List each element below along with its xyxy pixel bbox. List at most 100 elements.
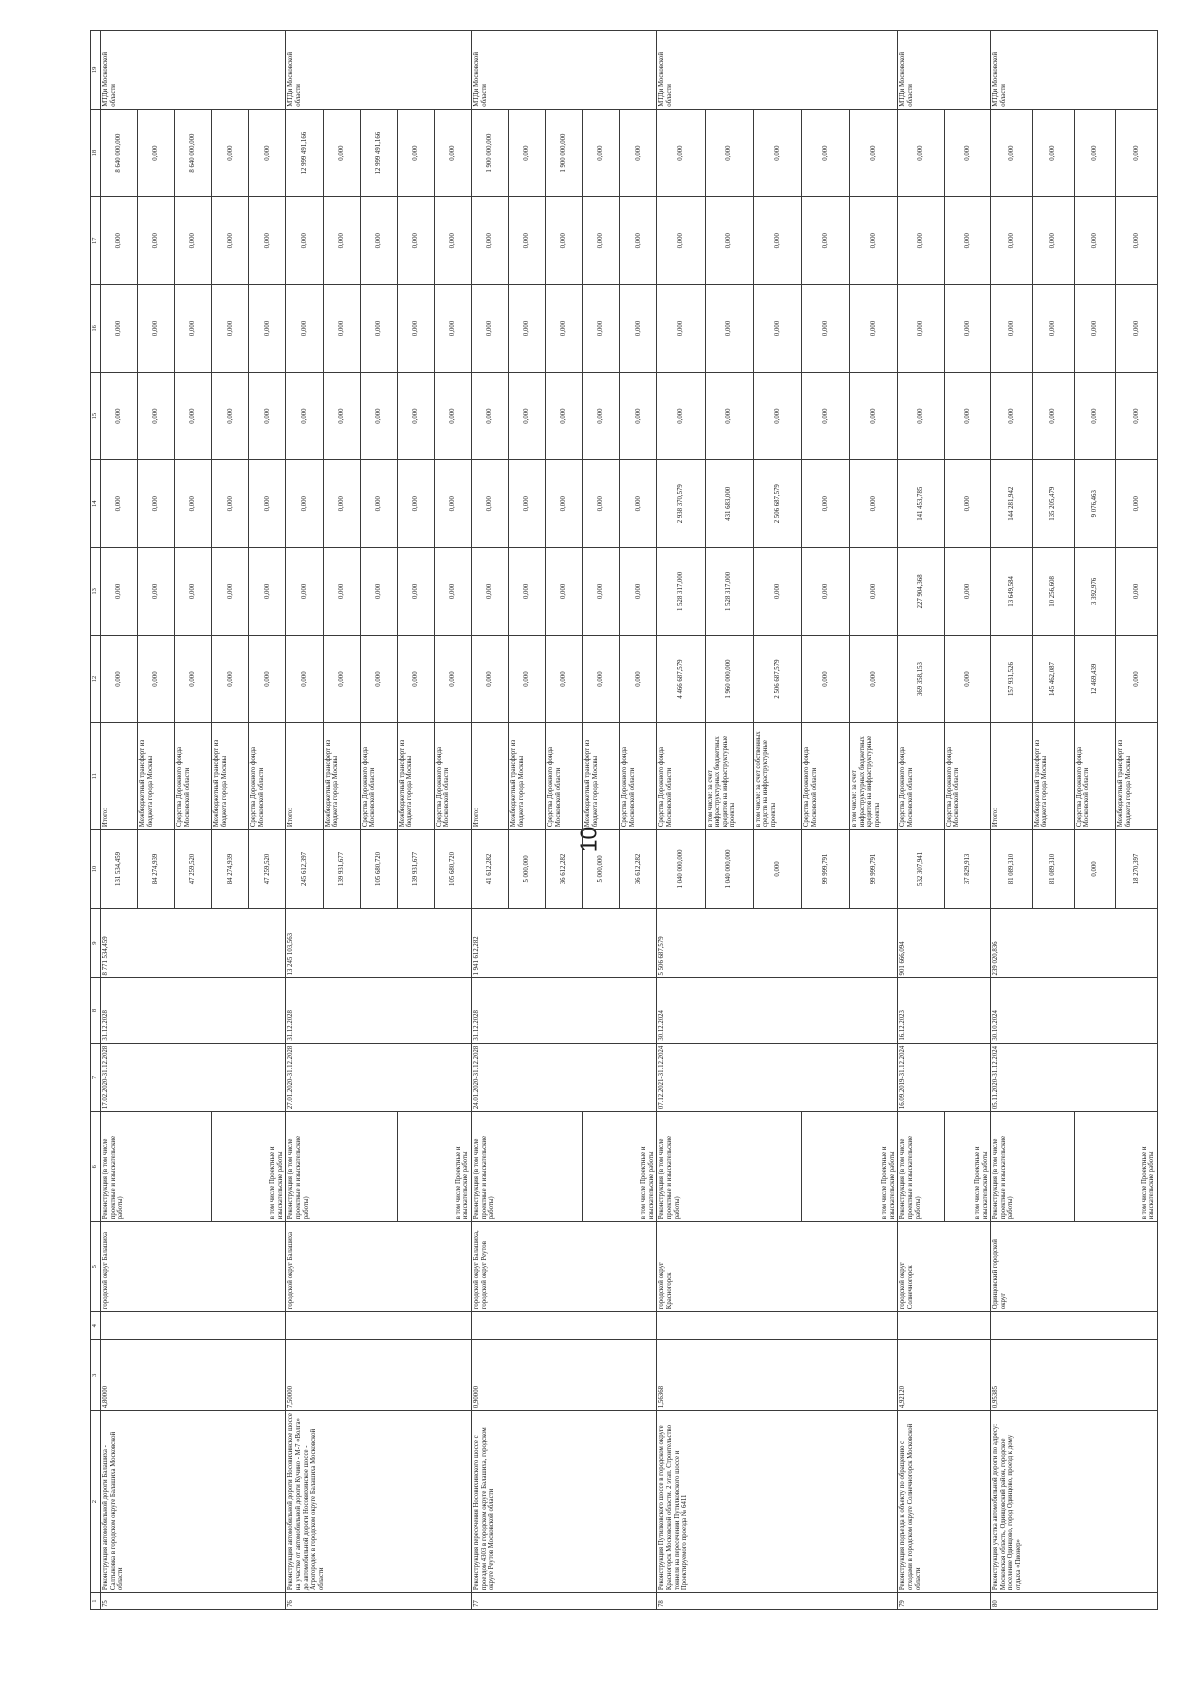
work-type-subitem: в том числе Проектные и изыскательские р… [1074,1111,1158,1222]
funding-amount-c18: 8 640 000,000 [174,109,212,197]
customer: МТДи Московской области [285,30,472,110]
funding-amount-c13: 1 528 317,000 [656,547,706,636]
funding-amount-c16: 0,000 [753,284,802,373]
funding-amount-c16: 0,000 [397,284,435,373]
funding-amount-c17: 0,000 [360,196,398,285]
funded-before-amount: 1 040 000,000 [656,829,706,909]
funding-amount-c18: 0,000 [508,109,546,197]
funding-amount-c12: 157 931,526 [990,635,1033,723]
funding-amount-c17: 0,000 [397,196,435,285]
funding-amount-c18: 0,000 [849,109,898,197]
funding-amount-c13: 0,000 [174,547,212,636]
funding-amount-c13: 0,000 [323,547,361,636]
funding-amount-c14: 0,000 [434,459,472,548]
funding-amount-c18: 0,000 [944,109,991,197]
municipal-district: городской округ Балашиха [285,1221,472,1312]
municipal-district: городской округ Балашиха, городской окру… [471,1221,657,1312]
funding-amount-c16: 0,000 [545,284,583,373]
funding-amount-c13: 0,000 [248,547,286,636]
column-4-cell [656,1311,898,1340]
funding-amount-c18: 1 900 000,000 [545,109,583,197]
funded-before-amount: 47 259,520 [248,829,286,909]
object-number: 76 [285,1592,472,1610]
funded-before-amount: 36 612,282 [545,829,583,909]
funding-amount-c14: 0,000 [801,459,850,548]
object-number: 75 [100,1592,286,1610]
funding-amount-c12: 0,000 [397,635,435,723]
funding-amount-c14: 0,000 [508,459,546,548]
object-length: 1,56368 [656,1339,898,1411]
funding-amount-c14: 135 205,479 [1032,459,1074,548]
funding-amount-c16: 0,000 [619,284,657,373]
column-4-cell [990,1311,1158,1340]
funding-amount-c16: 0,000 [508,284,546,373]
funding-amount-c17: 0,000 [849,196,898,285]
funding-amount-c18: 0,000 [619,109,657,197]
funding-amount-c18: 0,000 [434,109,472,197]
object-row: 78 Реконструкция Путилковского шоссе в го… [656,30,898,1610]
funding-amount-c18: 0,000 [248,109,286,197]
object-row: 75 Реконструкция автомобильной дороги Бал… [100,30,286,1610]
funding-amount-c18: 12 999 491,166 [360,109,398,197]
funding-source: Средства Дорожного фонда Московской обла… [1074,722,1116,830]
object-name: Реконструкция Путилковского шоссе в горо… [656,1410,898,1593]
funding-amount-c15: 0,000 [944,372,991,460]
funding-amount-c15: 0,000 [211,372,249,460]
funding-source: Итого: [100,722,138,830]
funded-before-amount: 36 612,282 [619,829,657,909]
funding-amount-c12: 4 466 687,579 [656,635,706,723]
column-number: 6 [90,1111,101,1222]
funding-amount-c13: 0,000 [434,547,472,636]
funding-amount-c17: 0,000 [753,196,802,285]
funding-amount-c17: 0,000 [801,196,850,285]
funding-amount-c16: 0,000 [656,284,706,373]
funding-amount-c16: 0,000 [1115,284,1158,373]
funded-before-amount: 139 931,677 [323,829,361,909]
work-type: Реконструкция (в том числе проектные и и… [100,1111,212,1222]
funding-source: Межбюджетный трансферт из бюджета города… [582,722,620,830]
funding-amount-c16: 0,000 [100,284,138,373]
funded-before-amount: 5 000,000 [508,829,546,909]
estimated-cost: 5 506 687,579 [656,908,898,978]
column-number: 18 [90,109,101,197]
funding-amount-c17: 0,000 [248,196,286,285]
funding-amount-c12: 0,000 [944,635,991,723]
work-type: Реконструкция (в том числе проектные и и… [897,1111,945,1222]
funding-amount-c16: 0,000 [360,284,398,373]
customer: МТДи Московской области [990,30,1158,110]
customer: МТДи Московской области [656,30,898,110]
work-type-subitem: в том числе Проектные и изыскательские р… [944,1111,991,1222]
funding-amount-c18: 0,000 [1032,109,1074,197]
completion-date: 31.12.2028 [100,977,286,1044]
funding-amount-c17: 0,000 [137,196,175,285]
funding-amount-c13: 0,000 [211,547,249,636]
column-number: 16 [90,284,101,373]
funding-amount-c12: 145 462,087 [1032,635,1074,723]
work-period: 17.02.2020-31.12.2028 [100,1043,286,1112]
column-number: 4 [90,1311,101,1340]
column-4-cell [471,1311,657,1340]
column-4-cell [897,1311,991,1340]
funding-amount-c18: 0,000 [397,109,435,197]
funding-source: Средства Дорожного фонда Московской обла… [545,722,583,830]
funding-amount-c16: 0,000 [1074,284,1116,373]
funding-amount-c14: 0,000 [619,459,657,548]
funding-amount-c13: 0,000 [753,547,802,636]
funding-amount-c16: 0,000 [248,284,286,373]
funding-amount-c18: 8 640 000,000 [100,109,138,197]
funding-source: Межбюджетный трансферт из бюджета города… [397,722,435,830]
column-4-cell [100,1311,286,1340]
object-row: 77 Реконструкция пересечения Носовихинско… [471,30,657,1610]
column-number: 14 [90,459,101,548]
object-length: 0,90000 [471,1339,657,1411]
funding-amount-c16: 0,000 [137,284,175,373]
funding-amount-c15: 0,000 [434,372,472,460]
funding-amount-c15: 0,000 [897,372,945,460]
funding-amount-c13: 0,000 [397,547,435,636]
funded-before-amount: 1 040 000,000 [705,829,754,909]
funding-source: Средства Дорожного фонда Московской обла… [897,722,945,830]
funding-amount-c15: 0,000 [582,372,620,460]
funding-amount-c13: 0,000 [619,547,657,636]
funding-amount-c13: 0,000 [285,547,324,636]
funding-amount-c14: 0,000 [471,459,509,548]
